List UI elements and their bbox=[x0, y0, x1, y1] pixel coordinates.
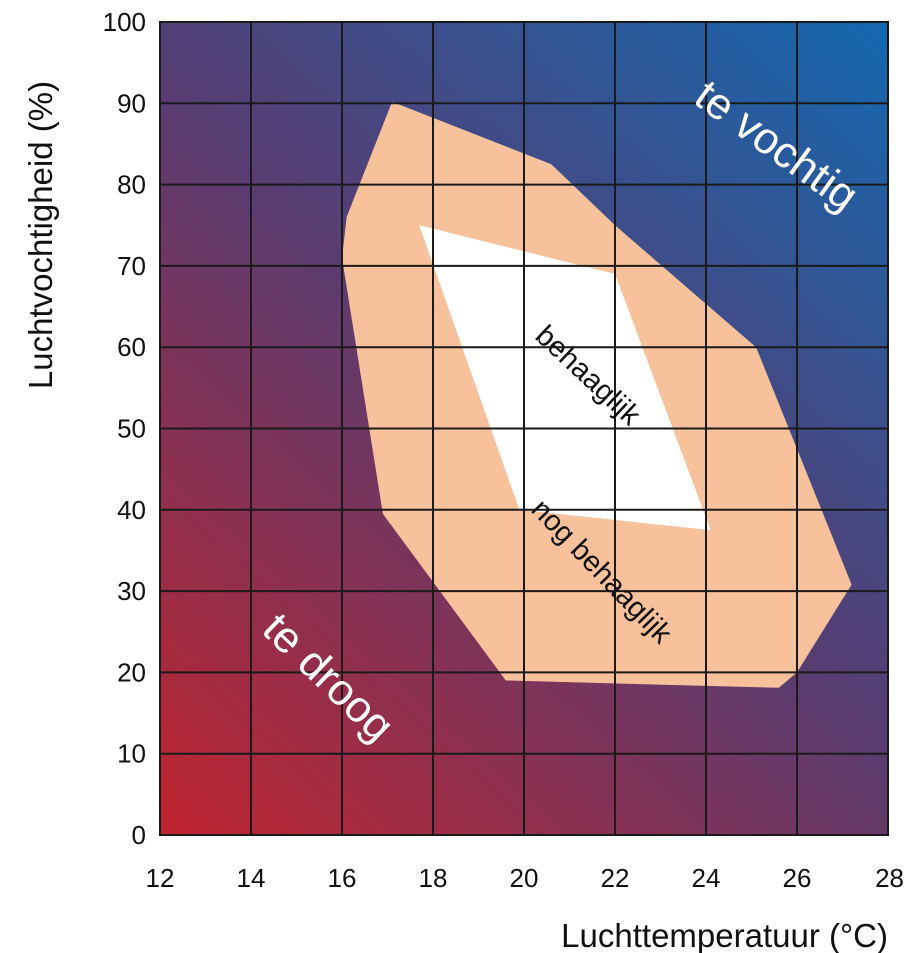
y-tick-label: 100 bbox=[103, 7, 146, 37]
y-tick-label: 80 bbox=[117, 170, 146, 200]
x-tick-label: 14 bbox=[237, 863, 266, 893]
y-tick-label: 20 bbox=[117, 657, 146, 687]
y-tick-label: 40 bbox=[117, 495, 146, 525]
y-tick-label: 30 bbox=[117, 576, 146, 606]
y-tick-labels: 0 10 20 30 40 50 60 70 80 90 100 bbox=[103, 7, 146, 850]
x-axis-title: Luchttemperatuur (°C) bbox=[561, 917, 888, 953]
y-tick-label: 50 bbox=[117, 414, 146, 444]
x-tick-label: 20 bbox=[510, 863, 539, 893]
x-tick-label: 18 bbox=[419, 863, 448, 893]
x-tick-label: 12 bbox=[146, 863, 175, 893]
y-tick-label: 90 bbox=[117, 88, 146, 118]
y-axis-title: Luchtvochtigheid (%) bbox=[22, 81, 59, 389]
plot-border bbox=[159, 21, 889, 836]
x-tick-label: 24 bbox=[692, 863, 721, 893]
x-tick-label: 26 bbox=[783, 863, 812, 893]
regions-layer bbox=[342, 101, 852, 688]
x-tick-labels: 12 14 16 18 20 22 24 26 28 bbox=[146, 863, 904, 893]
x-tick-label: 28 bbox=[875, 863, 904, 893]
grid-layer bbox=[159, 21, 889, 836]
y-tick-label: 60 bbox=[117, 332, 146, 362]
x-tick-label: 22 bbox=[601, 863, 630, 893]
y-tick-label: 10 bbox=[117, 739, 146, 769]
y-tick-label: 0 bbox=[132, 820, 146, 850]
y-tick-label: 70 bbox=[117, 251, 146, 281]
region-behaaglijk bbox=[419, 225, 711, 531]
x-tick-label: 16 bbox=[328, 863, 357, 893]
